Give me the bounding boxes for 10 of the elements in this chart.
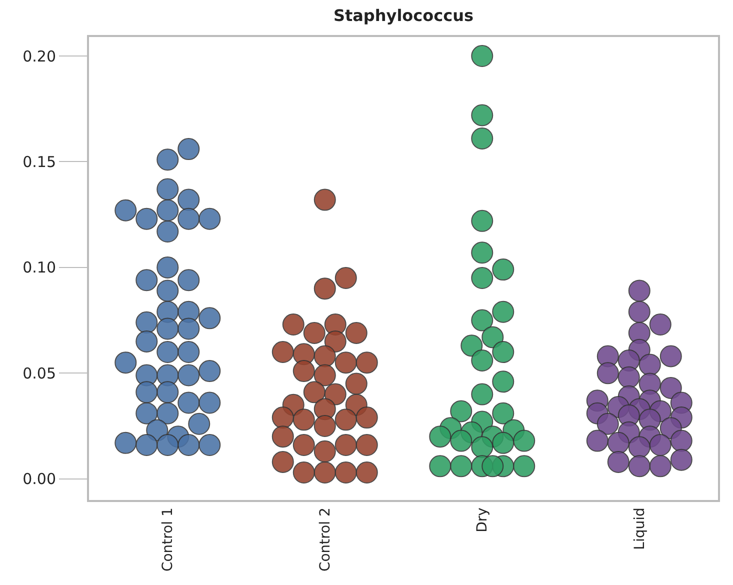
x-tick-label: Control 1 <box>160 508 176 572</box>
y-tick-label: 0.00 <box>22 470 56 488</box>
x-tick-label: Liquid <box>632 508 648 550</box>
x-tick-label: Control 2 <box>317 508 334 572</box>
y-tick-label: 0.05 <box>22 364 56 382</box>
y-tick-label: 0.20 <box>22 47 56 66</box>
x-tick-label: Dry <box>474 508 491 532</box>
y-tick-label: 0.10 <box>22 258 56 277</box>
y-tick-label: 0.15 <box>22 152 56 171</box>
chart-title: Staphylococcus <box>333 6 474 26</box>
